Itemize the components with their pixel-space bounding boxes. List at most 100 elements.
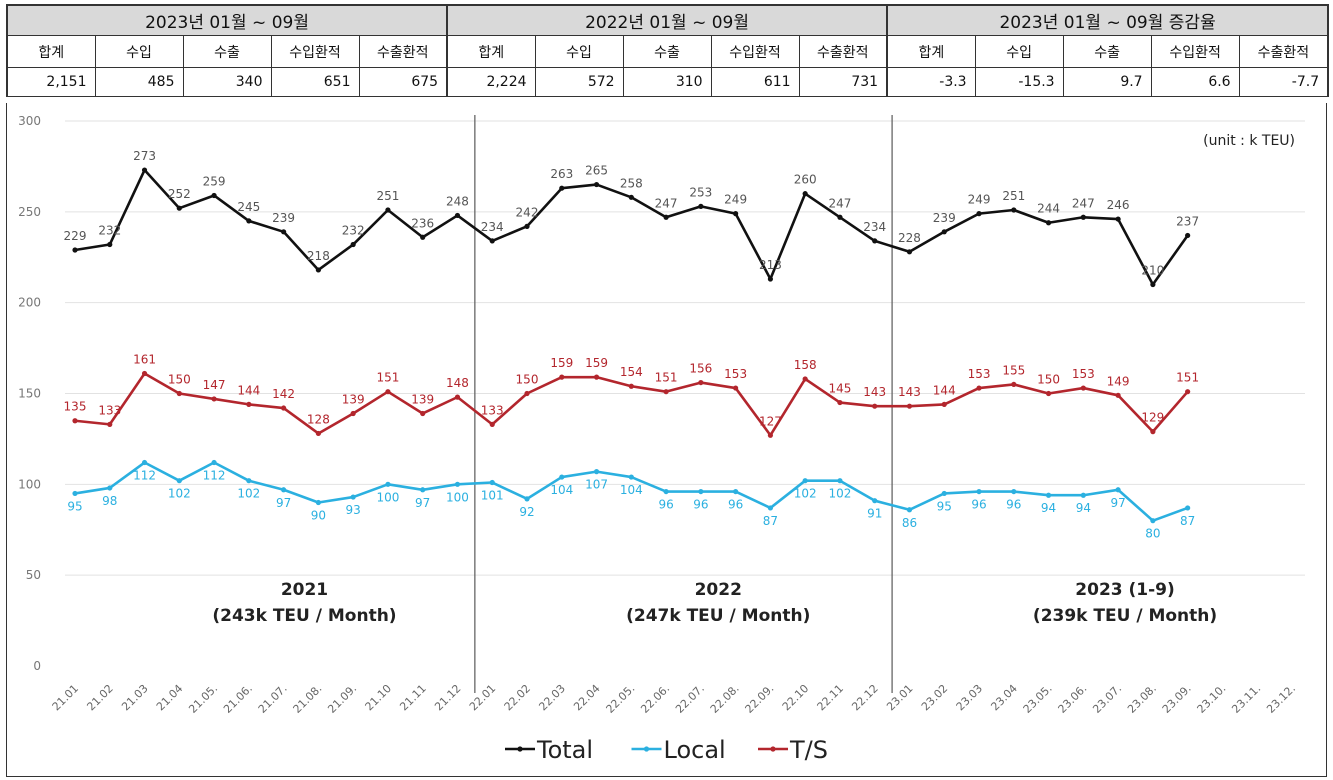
data-point <box>141 167 148 173</box>
data-label: 129 <box>1141 411 1164 425</box>
column-header: 수입 <box>534 35 624 68</box>
data-point <box>906 249 913 255</box>
value-cell: 6.6 <box>1150 67 1240 97</box>
x-tick-label: 22.10 <box>780 682 811 713</box>
period-average-label: (239k TEU / Month) <box>1033 606 1217 626</box>
data-point <box>315 267 321 273</box>
data-point <box>941 490 947 497</box>
data-point <box>628 474 634 480</box>
data-point <box>1150 429 1156 435</box>
data-label: 234 <box>481 220 504 234</box>
data-point <box>1045 492 1052 498</box>
data-label: 128 <box>307 412 330 426</box>
data-point <box>1080 214 1086 220</box>
data-label: 249 <box>968 193 991 207</box>
data-label: 232 <box>98 224 121 238</box>
data-point <box>107 485 113 491</box>
data-point <box>72 247 78 253</box>
x-tick-label: 23.09. <box>1160 682 1194 716</box>
data-label: 263 <box>550 167 573 181</box>
x-tick-label: 23.03 <box>954 682 985 713</box>
value-cell: 611 <box>710 67 800 97</box>
column-header: 수입환적 <box>270 35 360 68</box>
data-point <box>663 214 669 220</box>
data-label: 252 <box>168 187 191 201</box>
data-point <box>524 223 530 229</box>
data-label: 143 <box>898 385 921 399</box>
group-header: 2023년 01월 ~ 09월 <box>5 4 449 36</box>
data-label: 100 <box>446 490 469 504</box>
data-label: 158 <box>794 358 817 372</box>
y-tick-label: 50 <box>26 568 41 582</box>
x-tick-label: 21.10 <box>363 682 394 713</box>
period-average-label: (247k TEU / Month) <box>626 606 810 626</box>
data-label: 95 <box>937 499 952 513</box>
data-point <box>1011 381 1017 388</box>
data-label: 258 <box>620 176 643 190</box>
data-label: 102 <box>828 487 851 501</box>
period-year-label: 2021 <box>281 580 328 600</box>
data-label: 242 <box>516 205 539 219</box>
data-label: 153 <box>1072 367 1095 381</box>
x-tick-label: 21.11 <box>397 682 428 713</box>
data-point <box>872 403 878 409</box>
data-label: 153 <box>724 367 747 381</box>
data-point <box>802 478 808 484</box>
value-cell: -15.3 <box>974 67 1064 97</box>
data-label: 144 <box>933 383 956 397</box>
data-point <box>1011 207 1017 213</box>
x-tick-label: 21.12 <box>432 682 463 713</box>
period-year-label: 2022 <box>695 580 742 600</box>
data-point <box>663 389 669 395</box>
data-label: 144 <box>237 383 260 397</box>
x-tick-label: 23.05. <box>1021 682 1055 716</box>
data-label: 135 <box>64 400 87 414</box>
data-point <box>559 185 565 191</box>
data-label: 107 <box>585 478 608 492</box>
column-header: 수입 <box>94 35 184 68</box>
data-point <box>941 229 947 235</box>
x-tick-label: 23.12. <box>1264 682 1298 716</box>
column-header-row: 합계 수입 수출 수입환적 수출환적 합계 수입 수출 수입환적 수출환적 합계… <box>6 35 1330 68</box>
value-cell: -7.7 <box>1238 67 1330 97</box>
data-point <box>454 481 461 487</box>
value-row: 2,151 485 340 651 675 2,224 572 310 611 … <box>6 67 1330 97</box>
data-point <box>976 211 982 217</box>
data-label: 145 <box>828 382 851 396</box>
data-label: 247 <box>655 196 678 210</box>
data-label: 247 <box>1072 196 1095 210</box>
column-header: 합계 <box>6 35 96 68</box>
column-header: 수입환적 <box>1150 35 1240 68</box>
data-point <box>489 238 495 244</box>
column-header: 수입환적 <box>710 35 800 68</box>
data-point <box>559 374 565 380</box>
column-header: 수출환적 <box>1238 35 1330 68</box>
data-point <box>767 505 774 511</box>
x-tick-label: 21.03 <box>119 682 150 713</box>
x-tick-label: 21.04 <box>154 682 185 713</box>
data-point <box>872 498 878 504</box>
value-cell: 572 <box>534 67 624 97</box>
data-point <box>420 487 426 493</box>
data-label: 218 <box>307 249 330 263</box>
data-point <box>72 418 78 424</box>
data-label: 151 <box>376 371 399 385</box>
data-label: 246 <box>1107 198 1130 212</box>
value-cell: 731 <box>798 67 889 97</box>
x-tick-label: 21.02 <box>84 682 115 713</box>
column-header: 합계 <box>886 35 976 68</box>
data-point <box>698 379 704 386</box>
statistics-table: 2023년 01월 ~ 09월 2022년 01월 ~ 09월 2023년 01… <box>5 4 1330 97</box>
data-point <box>941 401 947 407</box>
data-label: 86 <box>902 516 917 530</box>
data-label: 248 <box>446 194 469 208</box>
data-point <box>1011 488 1017 495</box>
data-point <box>211 459 217 466</box>
x-tick-label: 21.06. <box>221 682 255 716</box>
column-header: 합계 <box>446 35 536 68</box>
data-label: 100 <box>376 490 399 504</box>
data-label: 213 <box>759 258 782 272</box>
data-label: 251 <box>1002 189 1025 203</box>
data-point <box>976 488 982 495</box>
data-label: 87 <box>763 514 778 528</box>
